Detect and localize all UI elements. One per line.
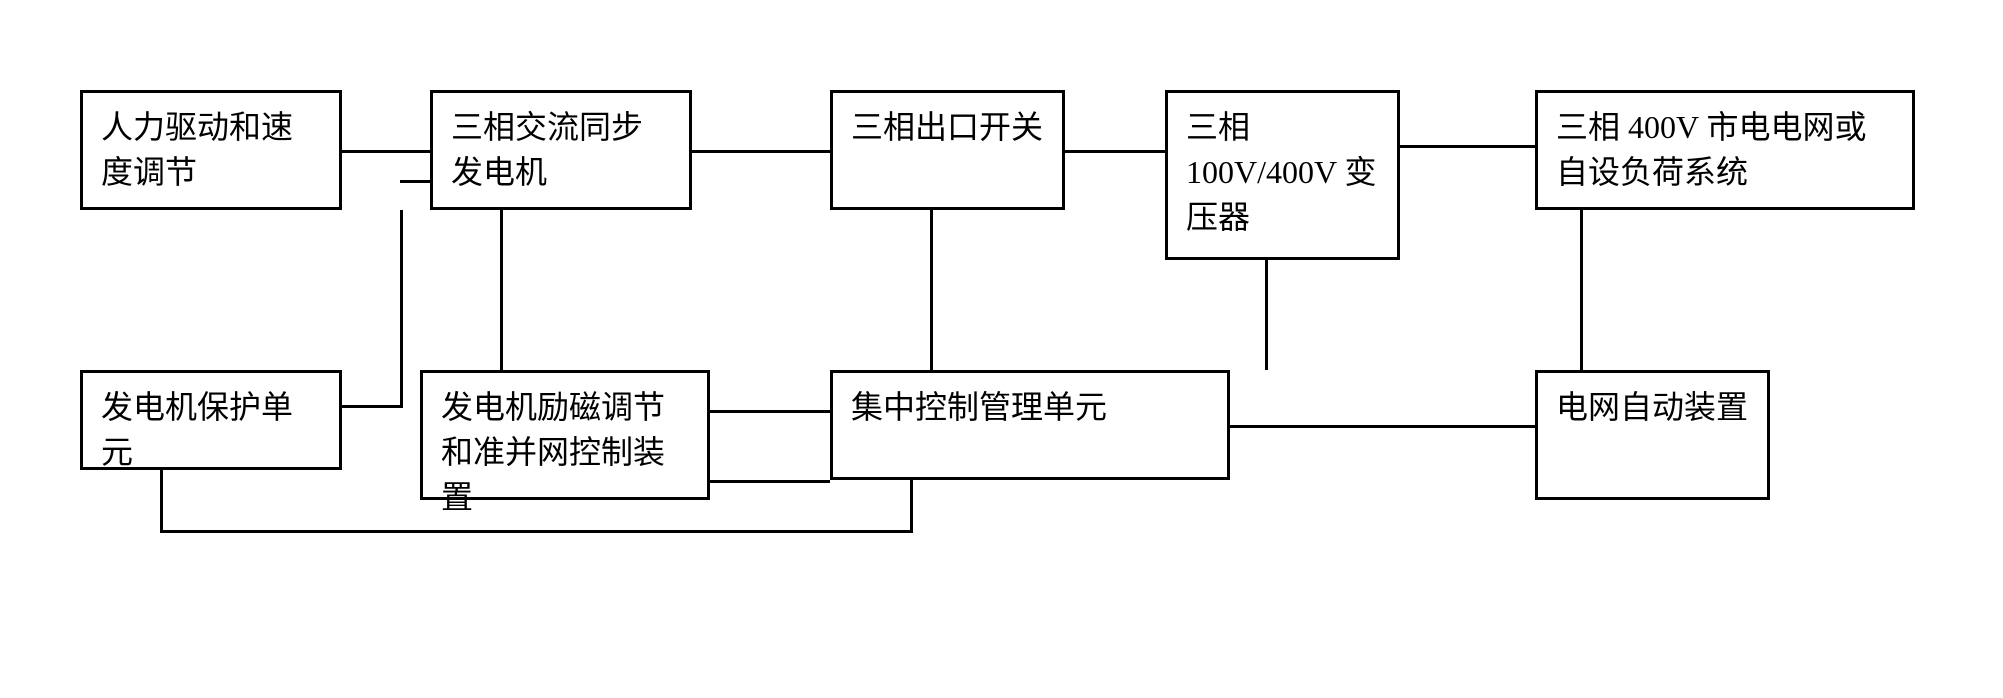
node-label: 电网自动装置 (1556, 385, 1748, 430)
node-label: 三相交流同步发电机 (451, 105, 671, 195)
node-label: 人力驱动和速度调节 (101, 105, 321, 195)
node-grid-load: 三相 400V 市电电网或自设负荷系统 (1535, 90, 1915, 210)
node-grid-auto-device: 电网自动装置 (1535, 370, 1770, 500)
node-label: 发电机励磁调节和准并网控制装置 (441, 385, 689, 519)
node-generator: 三相交流同步发电机 (430, 90, 692, 210)
node-outlet-switch: 三相出口开关 (830, 90, 1065, 210)
node-protection-unit: 发电机保护单元 (80, 370, 342, 470)
node-human-drive: 人力驱动和速度调节 (80, 90, 342, 210)
node-label: 三相 400V 市电电网或自设负荷系统 (1556, 105, 1894, 195)
node-label: 三相出口开关 (851, 105, 1043, 150)
node-label: 三相100V/400V 变压器 (1186, 105, 1379, 239)
node-excitation-control: 发电机励磁调节和准并网控制装置 (420, 370, 710, 500)
node-label: 发电机保护单元 (101, 385, 321, 475)
node-transformer: 三相100V/400V 变压器 (1165, 90, 1400, 260)
node-label: 集中控制管理单元 (851, 385, 1107, 430)
node-central-control: 集中控制管理单元 (830, 370, 1230, 480)
